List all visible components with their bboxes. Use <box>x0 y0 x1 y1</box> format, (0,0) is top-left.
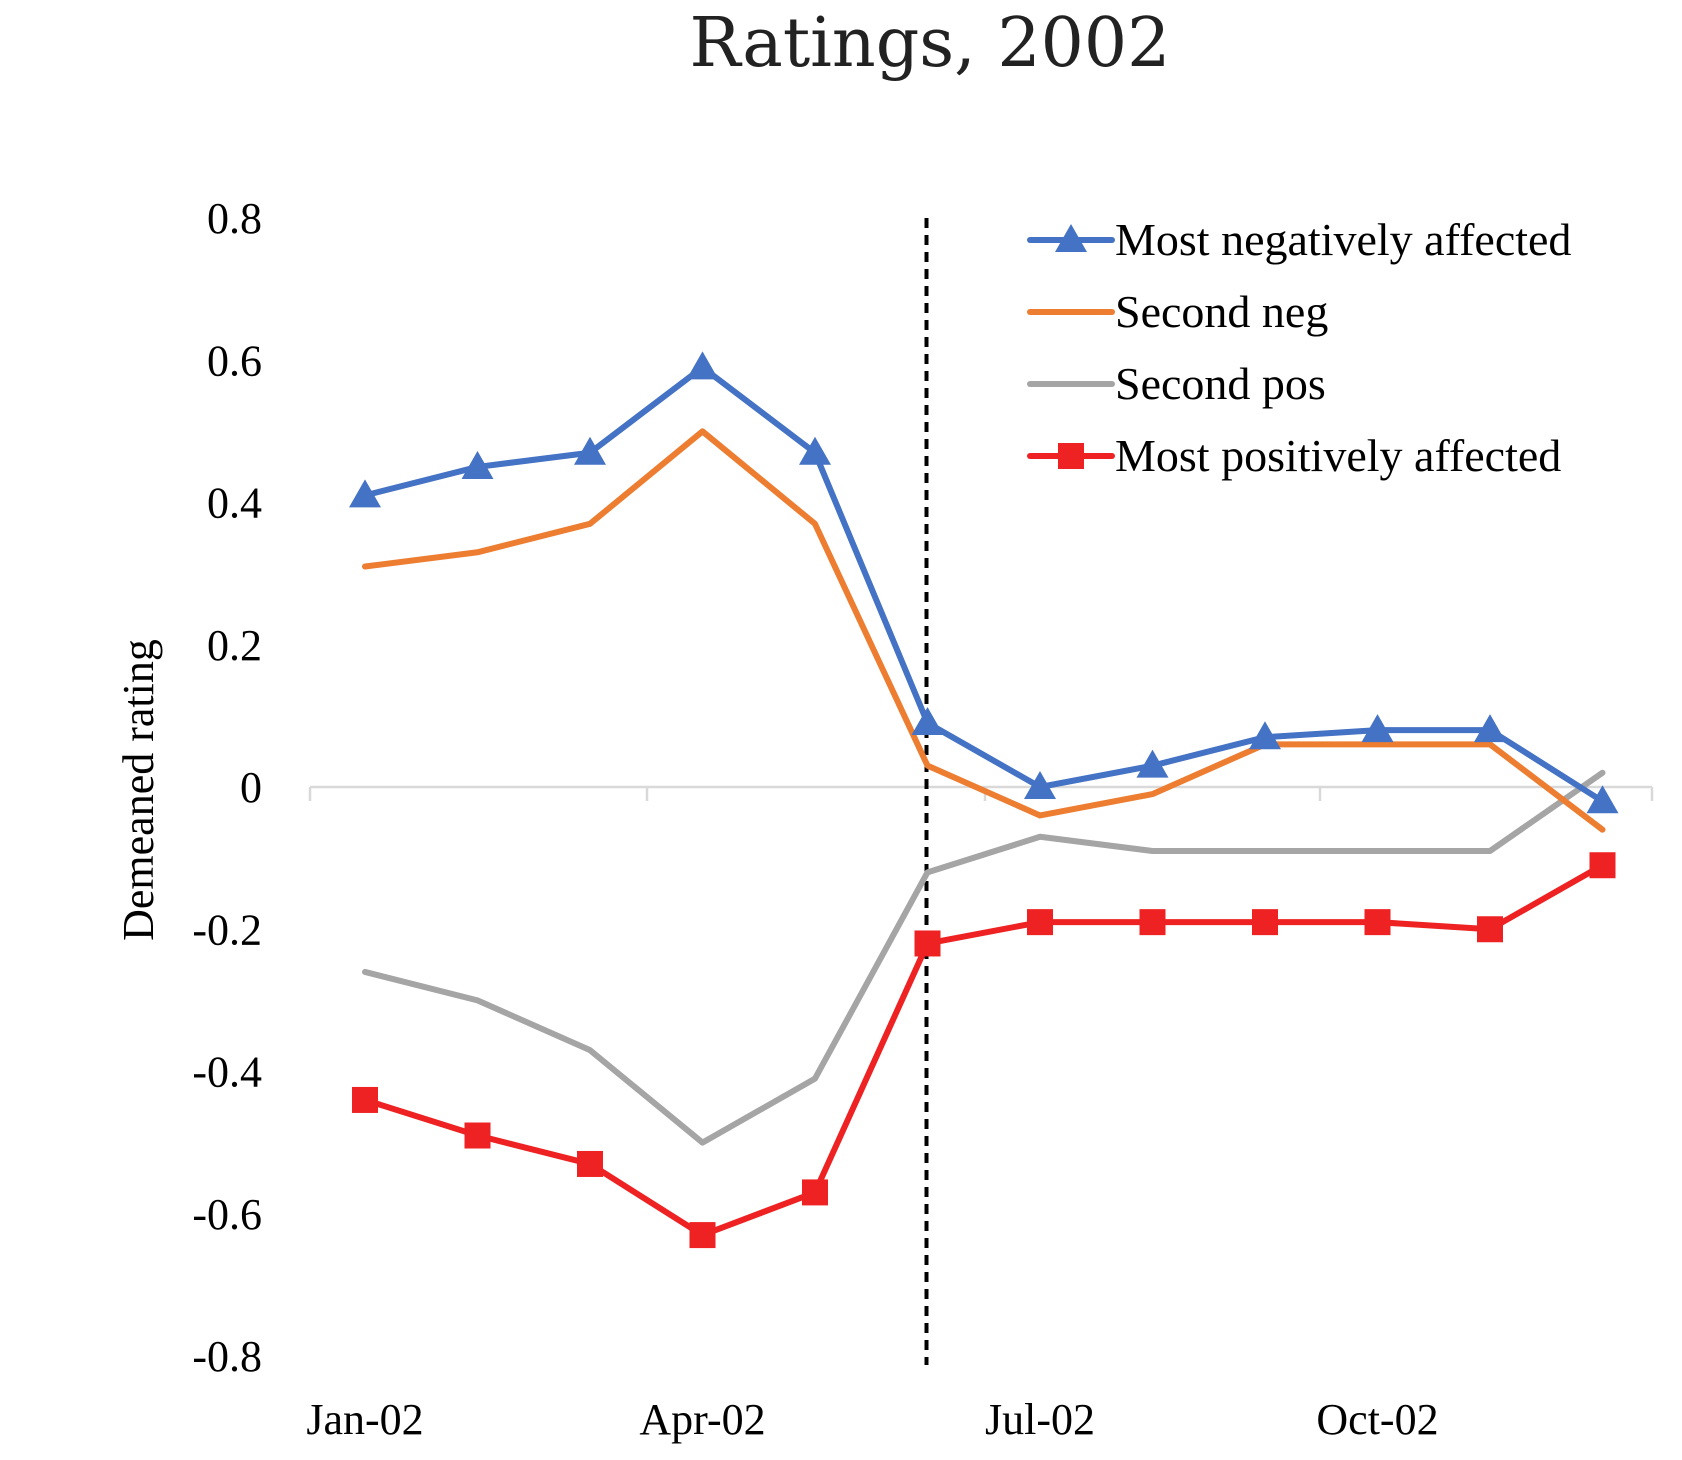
series-line <box>362 428 1606 833</box>
data-point-square <box>577 1150 603 1177</box>
data-point-square <box>1477 916 1503 943</box>
y-tick-label: -0.4 <box>192 1048 262 1097</box>
y-tick-label: 0 <box>240 763 262 812</box>
legend-item: Most negatively affected <box>1027 214 1571 265</box>
y-axis-label: Demeaned rating <box>114 639 163 941</box>
data-point-triangle <box>686 351 719 380</box>
x-tick-label: Jul-02 <box>985 1395 1095 1444</box>
x-tick-label: Oct-02 <box>1316 1395 1438 1444</box>
data-point-triangle <box>461 450 494 479</box>
data-point-triangle <box>1249 721 1281 750</box>
data-point-square <box>802 1179 828 1206</box>
legend-label: Most positively affected <box>1115 430 1561 481</box>
x-tick-labels: Jan-02 Apr-02 Jul-02 Oct-02 <box>306 1395 1438 1444</box>
data-point-triangle <box>799 436 831 465</box>
legend: Most negatively affected Second neg Second… <box>1027 214 1571 481</box>
data-point-triangle <box>349 479 381 508</box>
data-point-square <box>1139 909 1166 936</box>
y-tick-label: -0.8 <box>192 1332 262 1381</box>
data-point-triangle <box>1474 714 1506 743</box>
series-2 <box>362 769 1606 1146</box>
y-tick-labels: 0.8 0.6 0.4 0.2 0 -0.2 -0.4 -0.6 -0.8 <box>192 194 262 1381</box>
y-tick-label: 0.2 <box>207 621 262 670</box>
series-0 <box>349 351 1619 814</box>
y-tick-label: -0.6 <box>192 1190 262 1239</box>
data-point-triangle <box>574 436 606 465</box>
series-group <box>349 351 1619 1249</box>
x-tick-label: Apr-02 <box>639 1395 765 1444</box>
legend-item: Second neg <box>1027 286 1328 337</box>
data-point-triangle <box>1055 224 1087 252</box>
chart-title: Ratings, 2002 <box>690 4 1171 83</box>
data-point-square <box>914 930 941 957</box>
legend-label: Second pos <box>1115 358 1326 409</box>
legend-label: Second neg <box>1115 286 1328 337</box>
legend-item: Most positively affected <box>1027 430 1561 481</box>
data-point-square <box>464 1122 491 1149</box>
legend-item: Second pos <box>1027 358 1326 409</box>
series-3 <box>352 852 1616 1249</box>
data-point-triangle <box>1024 771 1056 799</box>
series-1 <box>362 428 1606 833</box>
data-point-triangle <box>911 706 944 735</box>
series-line <box>362 769 1606 1146</box>
y-tick-label: 0.6 <box>207 336 262 385</box>
legend-label: Most negatively affected <box>1115 214 1571 265</box>
data-point-square <box>1058 443 1084 469</box>
series-line <box>362 862 1606 1239</box>
data-point-square <box>1252 909 1278 936</box>
data-point-triangle <box>1586 785 1619 814</box>
x-tick-label: Jan-02 <box>306 1395 423 1444</box>
data-point-square <box>352 1086 378 1113</box>
data-point-triangle <box>1136 749 1169 778</box>
data-point-square <box>1589 852 1616 879</box>
y-tick-label: 0.4 <box>207 479 262 528</box>
series-line <box>362 364 1606 805</box>
data-point-triangle <box>1361 714 1394 743</box>
y-tick-label: 0.8 <box>207 194 262 243</box>
data-point-square <box>1364 909 1391 936</box>
data-point-square <box>1027 909 1053 936</box>
data-point-square <box>689 1222 716 1249</box>
y-tick-label: -0.2 <box>192 905 262 954</box>
